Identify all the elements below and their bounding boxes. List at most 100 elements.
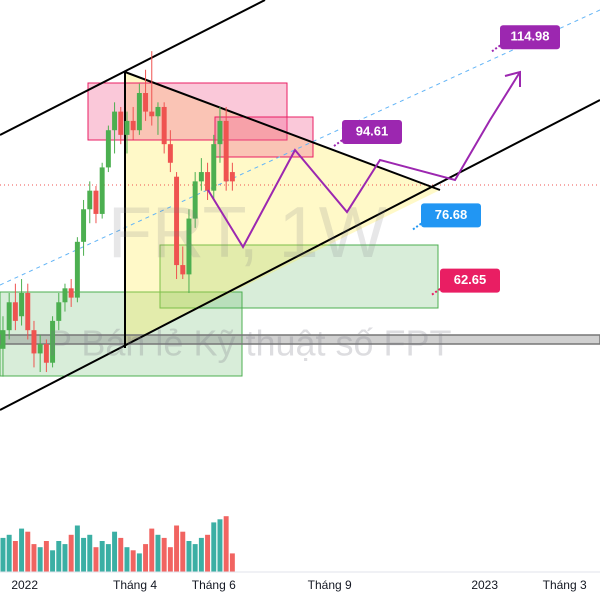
x-tick-label: Tháng 3 bbox=[543, 578, 587, 592]
volume-bar bbox=[186, 541, 192, 572]
annotations: 114.98 94.61 76.68 62.65 bbox=[333, 25, 560, 296]
x-tick-label: Tháng 4 bbox=[113, 578, 157, 592]
volume-bar bbox=[229, 553, 235, 572]
candle-body bbox=[0, 330, 6, 349]
volume-bar bbox=[56, 541, 62, 572]
candle-body bbox=[68, 288, 74, 298]
channel-upper bbox=[0, 0, 266, 136]
volume-bar bbox=[143, 544, 149, 572]
volume-bar bbox=[174, 525, 180, 572]
volume-bar bbox=[130, 550, 136, 572]
candle-body bbox=[99, 167, 105, 214]
volume-bar bbox=[19, 528, 25, 572]
candle-body bbox=[205, 172, 211, 191]
annotation-box bbox=[421, 203, 481, 228]
candle-body bbox=[211, 144, 217, 191]
candle-body bbox=[81, 209, 87, 242]
candle-body bbox=[198, 172, 204, 182]
volume-bar bbox=[118, 537, 124, 572]
annotation-label: 76.68 bbox=[435, 207, 468, 222]
watermark-subtitle: P Bán lẻ Kỹ thuật số FPT bbox=[48, 323, 452, 364]
volume-bar bbox=[31, 544, 37, 572]
annotation-box bbox=[500, 25, 560, 50]
candle-body bbox=[19, 292, 25, 317]
volume-bar bbox=[217, 519, 223, 572]
candle-body bbox=[105, 130, 111, 168]
candle-body bbox=[6, 302, 12, 331]
volume-bar bbox=[167, 547, 173, 572]
candle-body bbox=[124, 120, 130, 135]
candle-body bbox=[155, 106, 161, 117]
candle-body bbox=[37, 344, 43, 354]
candle-body bbox=[167, 144, 173, 163]
candle-body bbox=[43, 344, 49, 363]
triangle bbox=[124, 70, 441, 348]
volume-bar bbox=[161, 537, 167, 572]
x-tick-label: Tháng 9 bbox=[308, 578, 352, 592]
candle-body bbox=[87, 190, 93, 210]
candle-body bbox=[161, 106, 167, 145]
candle-body bbox=[229, 172, 235, 182]
volume-bar bbox=[12, 541, 18, 572]
volume-bar bbox=[93, 547, 99, 572]
candles bbox=[0, 51, 235, 572]
volume-bar bbox=[223, 516, 229, 572]
horizontal-band bbox=[0, 334, 600, 345]
volume-bar bbox=[180, 531, 186, 572]
watermark: FRT, 1W bbox=[108, 193, 387, 273]
candle-body bbox=[192, 181, 198, 219]
annotation-label: 94.61 bbox=[356, 123, 389, 138]
candle-body bbox=[112, 111, 118, 131]
annotation-label: 114.98 bbox=[510, 29, 549, 44]
volume-bar bbox=[205, 534, 211, 572]
candle-body bbox=[62, 288, 68, 303]
x-tick-label: 2023 bbox=[471, 578, 498, 592]
volume-bar bbox=[211, 522, 217, 572]
candle-body bbox=[180, 265, 186, 275]
candle-body bbox=[118, 111, 124, 135]
volume-bar bbox=[112, 531, 118, 572]
dashed-trendline bbox=[0, 9, 600, 286]
annotation-box bbox=[440, 268, 500, 293]
volume-bar bbox=[43, 541, 49, 572]
volume-bar bbox=[192, 544, 198, 572]
candle-body bbox=[50, 320, 56, 363]
annotation-connector bbox=[412, 218, 428, 231]
candle-body bbox=[149, 111, 155, 117]
candle-body bbox=[56, 302, 62, 321]
volume-bar bbox=[198, 537, 204, 572]
volume-bar bbox=[105, 544, 111, 572]
annotation-label: 62.65 bbox=[454, 272, 487, 287]
candle-body bbox=[136, 93, 142, 131]
volume-bar bbox=[124, 547, 130, 572]
candle-body bbox=[31, 330, 37, 354]
volume-bar bbox=[0, 537, 6, 572]
volume-bar bbox=[74, 525, 80, 572]
x-tick-label: 2022 bbox=[11, 578, 38, 592]
candle-body bbox=[25, 292, 31, 331]
candle-body bbox=[174, 176, 180, 266]
volume-bar bbox=[6, 534, 12, 572]
volume-bar bbox=[155, 534, 161, 572]
volume-bar bbox=[136, 553, 142, 572]
annotation-connector bbox=[431, 283, 447, 296]
candle-body bbox=[93, 190, 99, 214]
volume-bar bbox=[99, 541, 105, 572]
arrow-head bbox=[504, 70, 521, 87]
candle-body bbox=[130, 120, 136, 131]
annotation-connector bbox=[333, 135, 349, 147]
candle-body bbox=[143, 93, 149, 112]
overlay: FRT, 1W P Bán lẻ Kỹ thuật số FPT bbox=[48, 70, 521, 364]
volume-bar bbox=[87, 534, 93, 572]
annotation-connector bbox=[491, 40, 507, 53]
volume-bar bbox=[62, 544, 68, 572]
volume-bar bbox=[81, 537, 87, 572]
volume-bar bbox=[25, 531, 31, 572]
channel-lower bbox=[0, 99, 600, 411]
volume-bar bbox=[149, 528, 155, 572]
candle-body bbox=[217, 120, 223, 145]
projection-path bbox=[207, 71, 521, 250]
candle-body bbox=[186, 218, 192, 275]
volume-bar bbox=[68, 534, 74, 572]
